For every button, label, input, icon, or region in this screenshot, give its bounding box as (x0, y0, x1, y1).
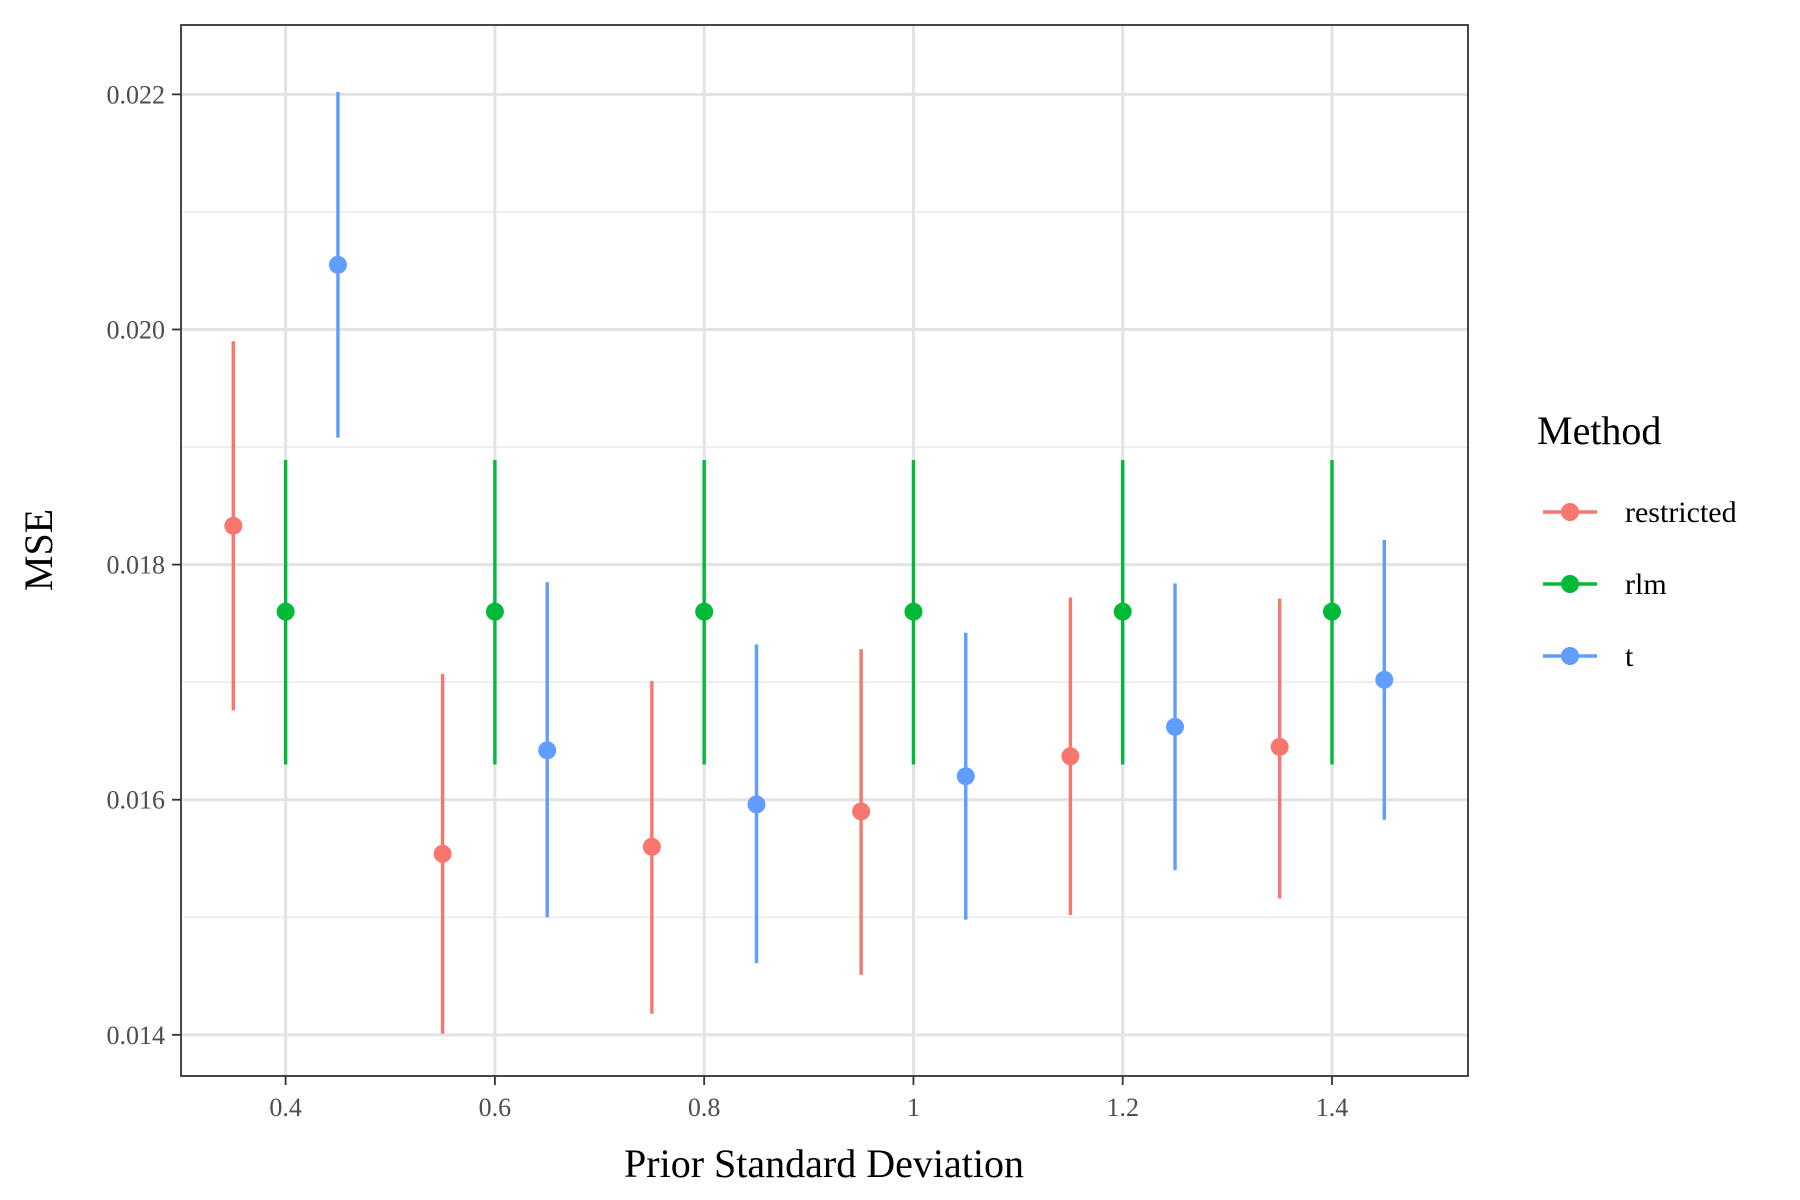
point-rlm (1113, 602, 1132, 621)
point-t (538, 741, 557, 760)
y-tick-label: 0.014 (107, 1021, 166, 1050)
legend-key-point-t (1561, 647, 1579, 665)
legend-label-t: t (1625, 640, 1634, 673)
x-tick-label: 1.2 (1106, 1093, 1139, 1122)
y-tick-label: 0.016 (107, 786, 166, 815)
point-restricted (1061, 747, 1080, 766)
point-t (747, 795, 766, 814)
legend: Method restricted rlm t (1537, 408, 1737, 673)
point-restricted (433, 844, 452, 863)
point-t (328, 255, 347, 274)
point-t (1166, 717, 1185, 736)
legend-label-restricted: restricted (1625, 496, 1737, 529)
y-axis-title: MSE (16, 509, 61, 591)
legend-key-point-rlm (1561, 575, 1579, 593)
point-rlm (904, 602, 923, 621)
point-rlm (695, 602, 714, 621)
x-tick-label: 0.8 (688, 1093, 721, 1122)
point-restricted (1270, 737, 1289, 756)
point-t (1375, 670, 1394, 689)
point-restricted (852, 802, 871, 821)
point-rlm (276, 602, 295, 621)
x-tick-label: 0.6 (479, 1093, 512, 1122)
chart-marks (224, 92, 1394, 1034)
point-t (956, 767, 975, 786)
x-tick-label: 1.4 (1316, 1093, 1349, 1122)
legend-key-point-restricted (1561, 503, 1579, 521)
legend-title: Method (1537, 408, 1661, 453)
panel-background (181, 25, 1468, 1076)
grid-minor (181, 211, 1468, 919)
point-rlm (485, 602, 504, 621)
legend-label-rlm: rlm (1625, 568, 1667, 601)
legend-keys: restricted rlm t (1543, 496, 1737, 673)
point-restricted (642, 837, 661, 856)
point-restricted (224, 516, 243, 535)
y-tick-label: 0.018 (107, 551, 166, 580)
y-tick-label: 0.022 (107, 80, 166, 109)
x-axis-title: Prior Standard Deviation (624, 1141, 1024, 1186)
panel-border (180, 24, 1469, 1077)
y-tick-label: 0.020 (107, 315, 166, 344)
x-axis: 0.4 0.6 0.8 1 1.2 1.4 (269, 1076, 1348, 1122)
y-axis: 0.014 0.016 0.018 0.020 0.022 (107, 80, 181, 1050)
point-rlm (1322, 602, 1341, 621)
x-tick-label: 0.4 (269, 1093, 302, 1122)
x-tick-label: 1 (907, 1093, 920, 1122)
